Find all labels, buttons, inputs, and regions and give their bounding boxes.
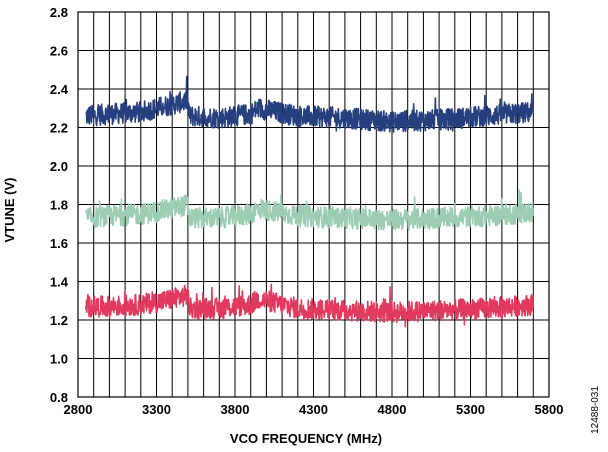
x-tick-label: 2800 — [64, 402, 93, 417]
y-tick-label: 1.0 — [50, 352, 68, 367]
plot-frame — [77, 11, 550, 398]
y-tick-label: 2.6 — [50, 44, 68, 59]
y-tick-label: 2.0 — [50, 159, 68, 174]
x-tick-label: 3800 — [221, 402, 250, 417]
y-tick-label: 2.8 — [50, 5, 68, 20]
y-tick-label: 1.8 — [50, 198, 68, 213]
x-tick-label: 4300 — [299, 402, 328, 417]
y-tick-label: 1.4 — [50, 275, 69, 290]
y-tick-label: 1.6 — [50, 236, 68, 251]
series-line-3 — [85, 283, 534, 328]
series-line-1 — [85, 75, 534, 133]
x-tick-labels: 2800 3300 3800 4300 4800 5300 5800 — [64, 402, 564, 417]
series-line-2 — [85, 189, 534, 231]
x-tick-label: 3300 — [142, 402, 171, 417]
y-tick-label: 0.8 — [50, 390, 68, 405]
x-tick-label: 5300 — [456, 402, 485, 417]
x-tick-label: 4800 — [378, 402, 407, 417]
x-axis-label: VCO FREQUENCY (MHz) — [230, 431, 382, 446]
data-series — [85, 75, 534, 328]
y-tick-label: 1.2 — [50, 313, 68, 328]
y-tick-label: 2.2 — [50, 121, 68, 136]
x-tick-label: 5800 — [535, 402, 564, 417]
y-axis-label: VTUNE (V) — [2, 178, 17, 243]
y-tick-label: 2.4 — [50, 82, 69, 97]
y-tick-labels: 0.8 1.0 1.2 1.4 1.6 1.8 2.0 2.2 2.4 2.6 2.8 — [50, 5, 69, 405]
figure-id: 12488-031 — [590, 386, 601, 434]
